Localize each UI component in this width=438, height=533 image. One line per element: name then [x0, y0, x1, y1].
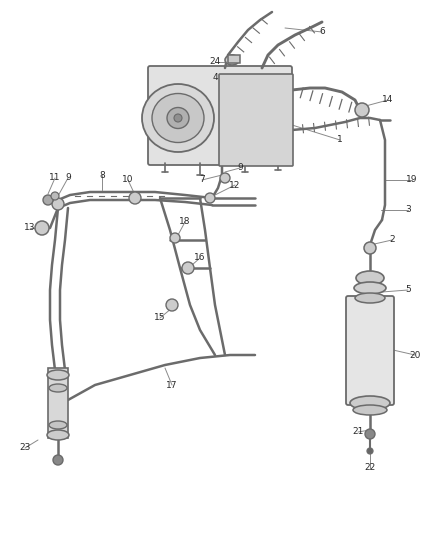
- Circle shape: [365, 429, 375, 439]
- Circle shape: [51, 192, 59, 200]
- Text: 2: 2: [389, 236, 395, 245]
- Circle shape: [220, 173, 230, 183]
- Ellipse shape: [167, 108, 189, 128]
- Text: 11: 11: [49, 174, 61, 182]
- Circle shape: [166, 299, 178, 311]
- Text: 5: 5: [405, 286, 411, 295]
- Text: 16: 16: [194, 254, 206, 262]
- Text: 3: 3: [405, 206, 411, 214]
- Text: 15: 15: [154, 313, 166, 322]
- Circle shape: [364, 242, 376, 254]
- Text: 18: 18: [179, 217, 191, 227]
- Text: 8: 8: [99, 171, 105, 180]
- FancyBboxPatch shape: [148, 66, 292, 165]
- Ellipse shape: [225, 55, 239, 65]
- Text: 24: 24: [209, 58, 221, 67]
- Text: 4: 4: [212, 74, 218, 83]
- Text: 19: 19: [406, 175, 418, 184]
- Circle shape: [205, 193, 215, 203]
- Circle shape: [182, 262, 194, 274]
- Text: 10: 10: [122, 175, 134, 184]
- Circle shape: [52, 198, 64, 210]
- Ellipse shape: [47, 370, 69, 380]
- Ellipse shape: [142, 84, 214, 152]
- Text: 14: 14: [382, 95, 394, 104]
- Circle shape: [35, 221, 49, 235]
- Circle shape: [367, 448, 373, 454]
- Circle shape: [43, 195, 53, 205]
- Text: 21: 21: [352, 427, 364, 437]
- Ellipse shape: [47, 430, 69, 440]
- Circle shape: [355, 103, 369, 117]
- FancyBboxPatch shape: [228, 55, 240, 63]
- Circle shape: [53, 455, 63, 465]
- FancyBboxPatch shape: [48, 368, 68, 438]
- Ellipse shape: [152, 93, 204, 142]
- Text: 17: 17: [166, 381, 178, 390]
- Ellipse shape: [49, 421, 67, 429]
- Circle shape: [170, 233, 180, 243]
- Text: 13: 13: [24, 223, 36, 232]
- Text: 12: 12: [230, 181, 241, 190]
- Ellipse shape: [174, 114, 182, 122]
- Ellipse shape: [350, 396, 390, 410]
- Text: 9: 9: [237, 164, 243, 173]
- Ellipse shape: [354, 282, 386, 294]
- Ellipse shape: [356, 271, 384, 285]
- Text: 7: 7: [199, 175, 205, 184]
- Circle shape: [129, 192, 141, 204]
- Text: 1: 1: [337, 135, 343, 144]
- Text: 20: 20: [410, 351, 420, 359]
- Ellipse shape: [353, 405, 387, 415]
- Text: 6: 6: [319, 28, 325, 36]
- FancyBboxPatch shape: [346, 296, 394, 405]
- Text: 9: 9: [65, 174, 71, 182]
- FancyBboxPatch shape: [219, 74, 293, 166]
- Ellipse shape: [355, 293, 385, 303]
- Text: 22: 22: [364, 464, 376, 472]
- Text: 23: 23: [19, 443, 31, 453]
- Ellipse shape: [49, 384, 67, 392]
